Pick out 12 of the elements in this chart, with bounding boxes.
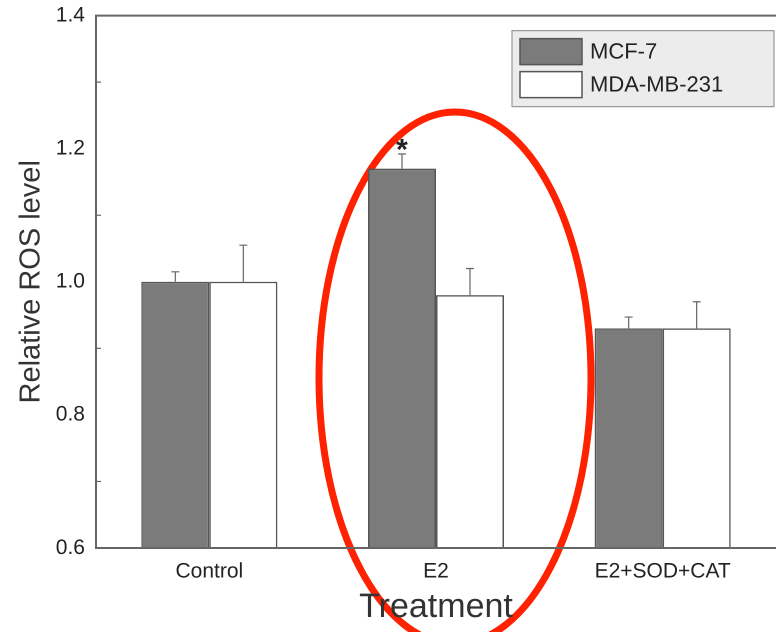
annotation: * [396, 133, 408, 166]
legend-label: MCF-7 [590, 38, 658, 64]
y-tick-label: 1.0 [56, 270, 85, 293]
y-axis-title: Relative ROS level [14, 160, 46, 404]
y-tick-label: 0.6 [56, 536, 85, 559]
x-tick-label: E2 [423, 559, 449, 582]
x-tick-label: Control [175, 559, 244, 582]
y-tick-label: 1.4 [56, 3, 86, 26]
y-tick-label: 1.2 [56, 136, 85, 160]
x-tick-label: E2+SOD+CAT [594, 559, 731, 582]
y-tick-label: 0.8 [56, 402, 85, 426]
legend-label: MDA-MB-231 [590, 72, 724, 97]
